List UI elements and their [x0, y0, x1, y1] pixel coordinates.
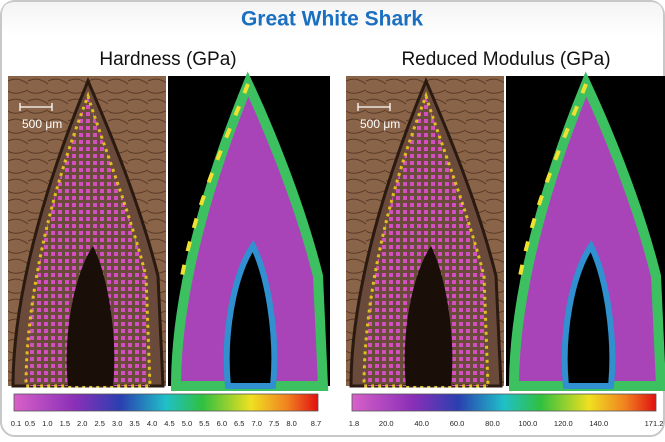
property-map [168, 76, 330, 386]
colorbar-tick-label: 2.5 [95, 419, 105, 428]
colorbar-tick-label: 8.7 [311, 419, 321, 428]
colorbar-tick-label: 80.0 [485, 419, 500, 428]
figure: Great White Shark Hardness (GPa) 500 μm 0.… [0, 0, 665, 437]
colorbar-tick-label: 1.0 [42, 419, 52, 428]
panel: Reduced Modulus (GPa) 500 μm 1.8 20.0 40.0 60… [346, 49, 665, 428]
colorbar-tick-label: 6.0 [217, 419, 227, 428]
colorbar-tick-label: 60.0 [450, 419, 465, 428]
title: Great White Shark [241, 8, 423, 31]
colorbar-tick-label: 2.0 [77, 419, 87, 428]
colorbar-tick-label: 1.8 [349, 419, 359, 428]
panel: Hardness (GPa) 500 μm 0.1 0.5 1.0 1.5 2.0 2.5 3.… [8, 49, 330, 428]
colorbar [352, 394, 656, 411]
colorbar-tick-label: 120.0 [554, 419, 573, 428]
colorbar-tick-label: 3.5 [129, 419, 139, 428]
colorbar-tick-label: 171.2 [645, 419, 664, 428]
scale-bar-label: 500 μm [22, 117, 62, 131]
colorbar-tick-label: 0.1 [11, 419, 21, 428]
panel-label: Reduced Modulus (GPa) [401, 49, 610, 70]
property-map [506, 76, 665, 386]
colorbar-tick-label: 40.0 [414, 419, 429, 428]
colorbar-tick-label: 5.5 [199, 419, 209, 428]
colorbar-tick-label: 8.0 [286, 419, 296, 428]
colorbar-tick-label: 4.0 [147, 419, 157, 428]
colorbar-tick-label: 1.5 [60, 419, 70, 428]
colorbar-tick-label: 3.0 [112, 419, 122, 428]
colorbar-tick-label: 0.5 [25, 419, 35, 428]
colorbar-tick-label: 20.0 [379, 419, 394, 428]
colorbar [14, 394, 318, 411]
colorbar-tick-label: 140.0 [589, 419, 608, 428]
scale-bar-label: 500 μm [360, 117, 400, 131]
colorbar-tick-label: 6.5 [234, 419, 244, 428]
colorbar-tick-label: 100.0 [519, 419, 538, 428]
colorbar-tick-label: 7.0 [251, 419, 261, 428]
colorbar-tick-label: 5.0 [182, 419, 192, 428]
colorbar-tick-label: 7.5 [269, 419, 279, 428]
colorbar-tick-label: 4.5 [164, 419, 174, 428]
panel-label: Hardness (GPa) [99, 49, 236, 70]
